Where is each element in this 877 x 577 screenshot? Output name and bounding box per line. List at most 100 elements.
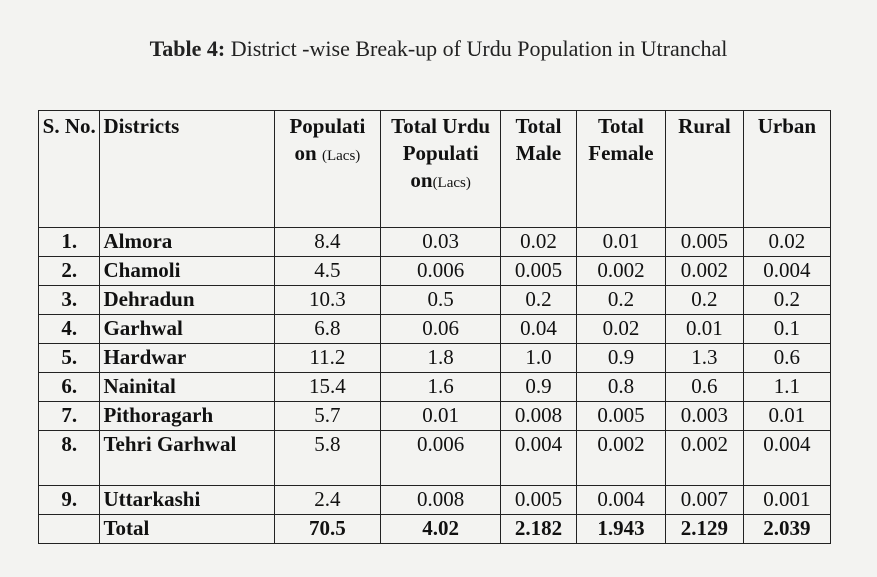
header-total-female: Total Female [575, 110, 667, 228]
row-female: 0.01 [575, 227, 667, 257]
row-population: 2.4 [273, 485, 382, 515]
row-district: Chamoli [99, 256, 275, 286]
row-rural: 0.2 [665, 285, 744, 315]
total-male: 2.182 [500, 514, 577, 544]
row-sno: 8. [37, 430, 101, 486]
row-urdu: 0.03 [380, 227, 502, 257]
row-urban: 0.01 [742, 401, 832, 431]
row-male: 0.004 [500, 430, 577, 486]
row-rural: 0.005 [665, 227, 744, 257]
row-urdu: 0.008 [380, 485, 502, 515]
row-urban: 0.2 [742, 285, 832, 315]
row-male: 0.005 [500, 256, 577, 286]
total-female: 1.943 [575, 514, 667, 544]
row-female: 0.2 [575, 285, 667, 315]
row-sno: 4. [37, 314, 101, 344]
row-female: 0.002 [575, 430, 667, 486]
header-urban: Urban [742, 110, 832, 228]
row-district: Garhwal [99, 314, 275, 344]
row-district: Hardwar [99, 343, 275, 373]
row-female: 0.02 [575, 314, 667, 344]
total-urban: 2.039 [742, 514, 832, 544]
row-sno: 1. [37, 227, 101, 257]
row-urdu: 0.01 [380, 401, 502, 431]
row-female: 0.005 [575, 401, 667, 431]
row-female: 0.9 [575, 343, 667, 373]
total-row: Total 70.5 4.02 2.182 1.943 2.129 2.039 [37, 514, 832, 544]
row-sno: 6. [37, 372, 101, 402]
row-rural: 1.3 [665, 343, 744, 373]
row-district: Uttarkashi [99, 485, 275, 515]
header-population-label: Populati on [289, 114, 366, 165]
urdu-population-table: S. No. Districts Populati on (Lacs) Tota… [37, 110, 832, 544]
row-population: 8.4 [273, 227, 382, 257]
table-row: 5. Hardwar 11.2 1.8 1.0 0.9 1.3 0.6 [37, 343, 832, 373]
caption-label: Table 4: [149, 36, 226, 61]
header-total-urdu-unit: (Lacs) [432, 175, 471, 191]
row-population: 4.5 [273, 256, 382, 286]
row-rural: 0.6 [665, 372, 744, 402]
row-population: 6.8 [273, 314, 382, 344]
row-urban: 0.02 [742, 227, 832, 257]
header-row: S. No. Districts Populati on (Lacs) Tota… [37, 110, 832, 228]
row-rural: 0.002 [665, 256, 744, 286]
row-urban: 1.1 [742, 372, 832, 402]
row-urdu: 0.06 [380, 314, 502, 344]
row-female: 0.8 [575, 372, 667, 402]
row-population: 10.3 [273, 285, 382, 315]
row-female: 0.002 [575, 256, 667, 286]
table-row: 6. Nainital 15.4 1.6 0.9 0.8 0.6 1.1 [37, 372, 832, 402]
table-row: 7. Pithoragarh 5.7 0.01 0.008 0.005 0.00… [37, 401, 832, 431]
row-rural: 0.002 [665, 430, 744, 486]
row-male: 0.02 [500, 227, 577, 257]
table-row: 8. Tehri Garhwal 5.8 0.006 0.004 0.002 0… [37, 430, 832, 486]
row-sno: 9. [37, 485, 101, 515]
table-caption: Table 4: District -wise Break-up of Urdu… [0, 36, 877, 62]
header-total-urdu-label: Total Urdu Populati on [391, 114, 491, 192]
row-male: 0.005 [500, 485, 577, 515]
table-row: 1. Almora 8.4 0.03 0.02 0.01 0.005 0.02 [37, 227, 832, 257]
row-rural: 0.01 [665, 314, 744, 344]
header-population-unit: (Lacs) [321, 148, 361, 164]
row-urban: 0.6 [742, 343, 832, 373]
row-population: 5.7 [273, 401, 382, 431]
table-row: 2. Chamoli 4.5 0.006 0.005 0.002 0.002 0… [37, 256, 832, 286]
caption-text: District -wise Break-up of Urdu Populati… [225, 36, 728, 61]
table-row: 4. Garhwal 6.8 0.06 0.04 0.02 0.01 0.1 [37, 314, 832, 344]
row-male: 0.2 [500, 285, 577, 315]
row-male: 0.04 [500, 314, 577, 344]
row-sno: 3. [37, 285, 101, 315]
row-male: 1.0 [500, 343, 577, 373]
total-rural: 2.129 [665, 514, 744, 544]
row-urdu: 0.006 [380, 430, 502, 486]
row-urdu: 1.6 [380, 372, 502, 402]
row-rural: 0.003 [665, 401, 744, 431]
row-population: 5.8 [273, 430, 382, 486]
table-row: 3. Dehradun 10.3 0.5 0.2 0.2 0.2 0.2 [37, 285, 832, 315]
row-urdu: 0.5 [380, 285, 502, 315]
row-urdu: 0.006 [380, 256, 502, 286]
row-sno: 7. [37, 401, 101, 431]
header-total-male: Total Male [500, 110, 577, 228]
total-population: 70.5 [273, 514, 382, 544]
header-population: Populati on (Lacs) [273, 110, 382, 228]
row-population: 15.4 [273, 372, 382, 402]
header-rural: Rural [665, 110, 744, 228]
row-district: Dehradun [99, 285, 275, 315]
row-male: 0.008 [500, 401, 577, 431]
row-rural: 0.007 [665, 485, 744, 515]
total-urdu: 4.02 [380, 514, 502, 544]
row-urdu: 1.8 [380, 343, 502, 373]
row-female: 0.004 [575, 485, 667, 515]
row-district: Nainital [99, 372, 275, 402]
row-urban: 0.004 [742, 430, 832, 486]
header-sno: S. No. [37, 110, 101, 228]
row-population: 11.2 [273, 343, 382, 373]
total-sno [37, 514, 101, 544]
row-sno: 2. [37, 256, 101, 286]
row-district: Pithoragarh [99, 401, 275, 431]
row-sno: 5. [37, 343, 101, 373]
header-districts: Districts [99, 110, 275, 228]
row-male: 0.9 [500, 372, 577, 402]
table-row: 9. Uttarkashi 2.4 0.008 0.005 0.004 0.00… [37, 485, 832, 515]
